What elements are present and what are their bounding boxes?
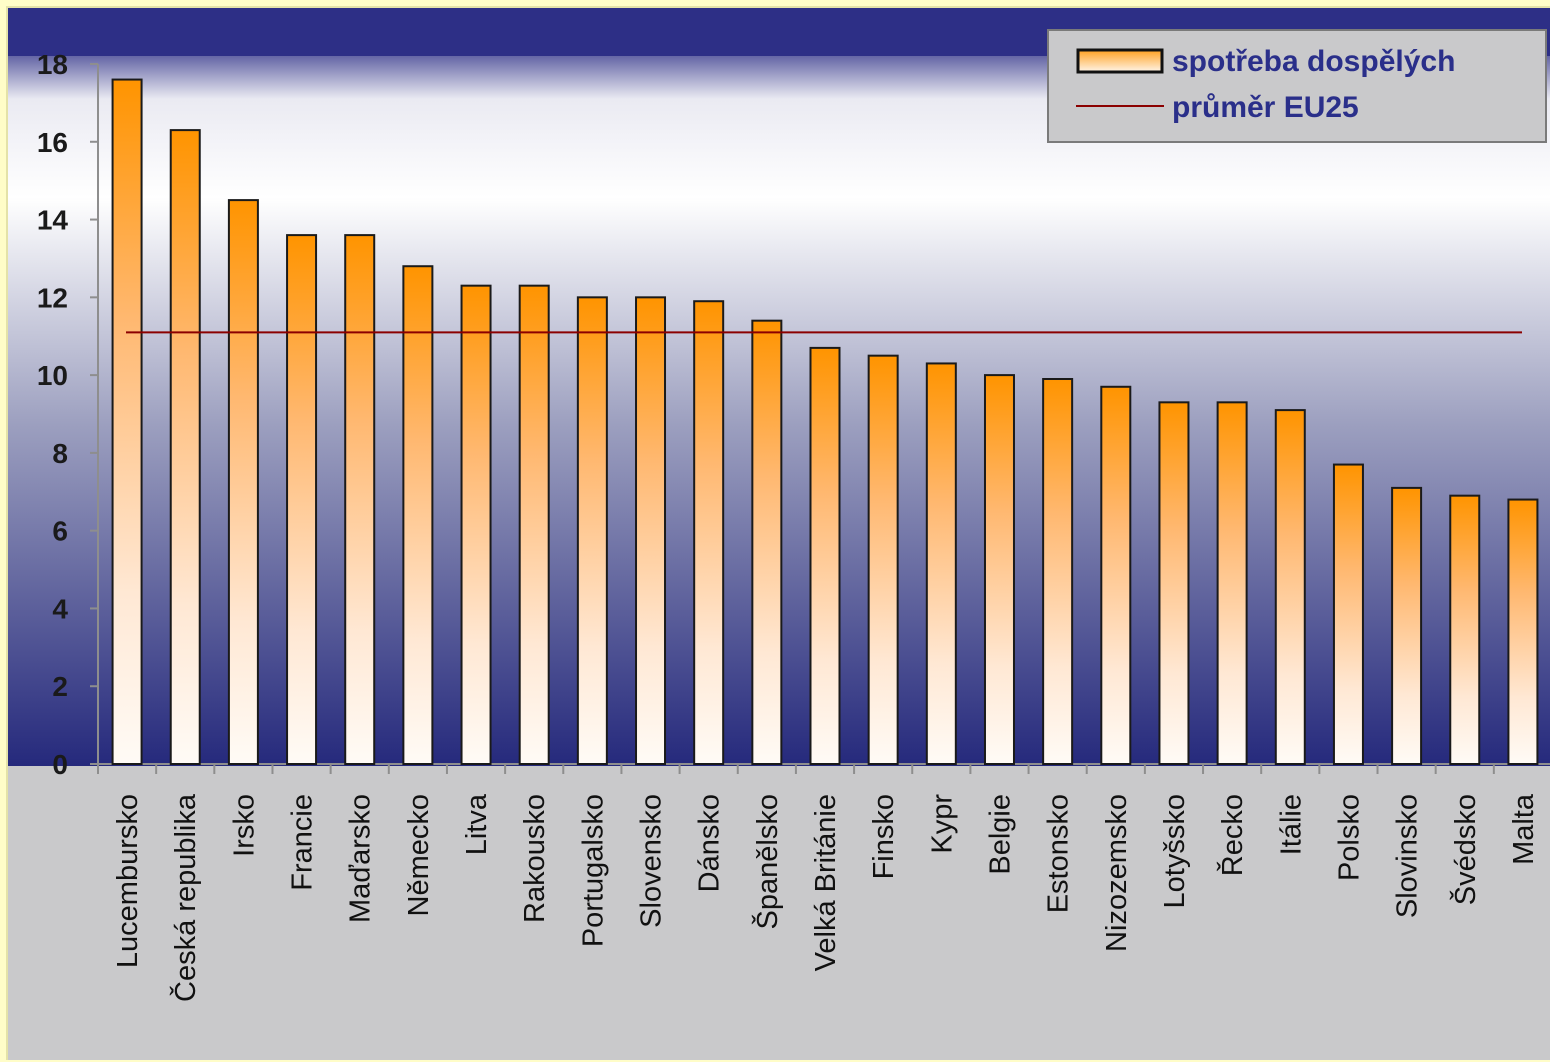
x-tick-label: Španělsko [750, 794, 784, 929]
y-tick-label: 2 [52, 671, 68, 702]
y-tick-label: 4 [52, 593, 68, 624]
bar [227, 199, 259, 766]
x-tick-label: Itálie [1275, 794, 1307, 855]
bar [751, 319, 783, 765]
x-tick-label: Slovinsko [1392, 794, 1424, 918]
legend-label-average: průměr EU25 [1172, 91, 1359, 124]
bar [344, 234, 376, 766]
bar [286, 234, 318, 766]
chart-frame: 0 2 4 6 8 10 12 14 16 18 Lucembursko Česká republi… [6, 6, 1550, 1060]
x-tick-label: Irsko [228, 794, 260, 857]
bar-chart: 0 2 4 6 8 10 12 14 16 18 Lucembursko Česká republi… [8, 8, 1550, 1002]
bar [925, 362, 957, 765]
bar [809, 346, 841, 765]
x-tick-label: Lucembursko [112, 794, 144, 968]
y-tick-label: 0 [52, 749, 68, 780]
bar [1216, 401, 1248, 765]
legend-bar-swatch [1076, 48, 1164, 74]
axes: 0 2 4 6 8 10 12 14 16 18 [37, 49, 1550, 780]
bars [111, 78, 1539, 766]
x-tick-label: Kypr [926, 794, 958, 854]
bar [693, 300, 725, 765]
bar [1332, 463, 1364, 765]
x-tick-label: Francie [287, 794, 319, 891]
x-tick-label: Německo [403, 794, 435, 917]
bar [402, 265, 434, 765]
bar [983, 374, 1015, 765]
x-tick-label: Maďarsko [345, 794, 377, 923]
bar [1391, 486, 1423, 765]
bar [1449, 494, 1481, 765]
x-tick-label: Dánsko [694, 794, 726, 892]
x-tick-label: Česká republika [168, 793, 202, 1002]
x-tick-label: Švédsko [1448, 794, 1482, 905]
x-tick-label: Rakousko [519, 794, 551, 923]
bar [1274, 409, 1306, 765]
y-tick-label: 10 [37, 360, 68, 391]
x-axis-labels: Lucembursko Česká republika Irsko Francie Ma… [112, 793, 1540, 1002]
y-tick-label: 6 [52, 516, 68, 547]
bar [169, 129, 201, 766]
bar [867, 354, 899, 765]
y-tick-label: 14 [37, 205, 69, 236]
x-tick-label: Malta [1508, 793, 1540, 865]
x-tick-label: Velká Británie [810, 794, 842, 971]
legend-label-bars: spotřeba dospělých [1172, 45, 1455, 78]
y-tick-label: 18 [37, 49, 68, 80]
x-tick-label: Belgie [984, 794, 1016, 875]
bar [1507, 498, 1539, 765]
bar [1100, 385, 1132, 765]
x-tick-label: Slovensko [636, 794, 668, 928]
bar [1158, 401, 1190, 765]
x-tick-label: Litva [461, 793, 493, 855]
bar [518, 284, 550, 765]
y-tick-label: 12 [37, 282, 68, 313]
x-tick-label: Portugalsko [577, 794, 609, 947]
bar [635, 296, 667, 765]
x-tick-label: Řecko [1216, 794, 1249, 876]
y-tick-label: 8 [52, 438, 68, 469]
legend: spotřeba dospělých průměr EU25 [1047, 29, 1547, 143]
y-tick-label: 16 [37, 127, 68, 158]
x-tick-label: Estonsko [1043, 794, 1075, 913]
bar [460, 284, 492, 765]
bar [1042, 378, 1074, 765]
x-tick-label: Nizozemsko [1101, 794, 1133, 952]
bar [576, 296, 608, 765]
x-tick-label: Lotyšsko [1159, 794, 1191, 908]
bar [111, 78, 143, 766]
x-tick-label: Polsko [1333, 794, 1365, 881]
x-tick-label: Finsko [868, 794, 900, 879]
